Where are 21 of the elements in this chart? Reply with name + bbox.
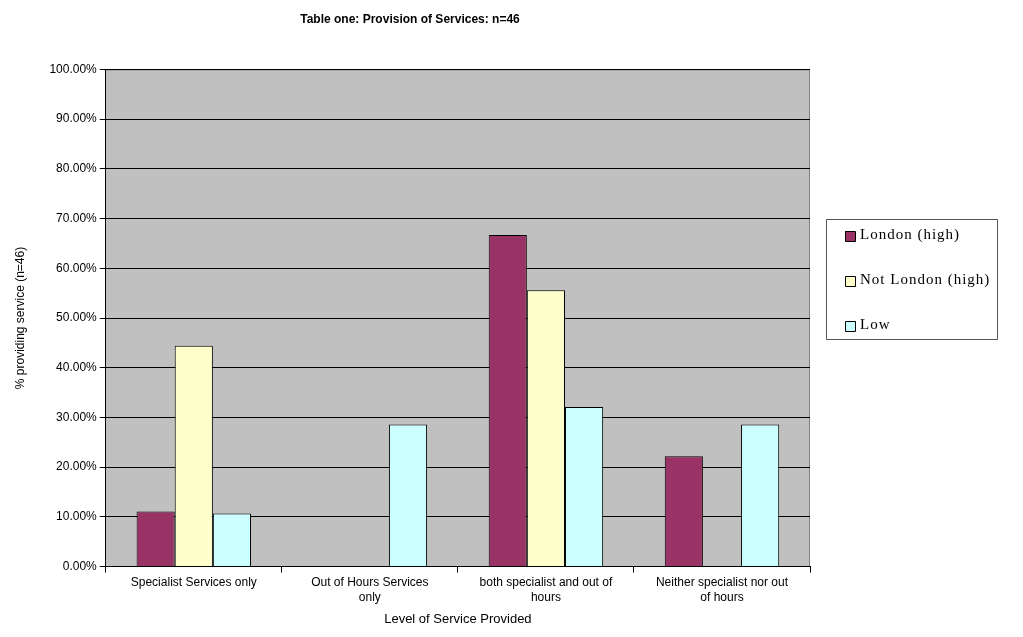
y-tick-label: 0.00% — [62, 558, 98, 573]
chart-title: Table one: Provision of Services: n=46 — [300, 11, 521, 26]
y-tick-label: 20.00% — [56, 459, 98, 474]
y-tick-label: 10.00% — [56, 509, 98, 524]
y-tick-label: 100.00% — [49, 61, 98, 76]
y-tick-label: 80.00% — [56, 161, 98, 176]
x-tick-label: Neither specialist nor out of hours — [655, 575, 789, 604]
y-tick-label: 60.00% — [56, 260, 98, 275]
y-tick-label: 40.00% — [56, 360, 98, 375]
legend-label: London (high) — [860, 226, 961, 244]
x-tick-label: Specialist Services only — [130, 575, 257, 590]
y-tick-label: 50.00% — [56, 310, 98, 325]
y-tick-label: 90.00% — [56, 111, 98, 126]
legend-label: Low — [860, 316, 891, 333]
x-tick-label: both specialist and out of hours — [479, 575, 613, 604]
x-tick-label: Out of Hours Services only — [311, 575, 429, 604]
y-axis-title: % providing service (n=46) — [12, 246, 27, 390]
y-tick-label: 30.00% — [56, 409, 98, 424]
legend-label: Not London (high) — [860, 271, 991, 289]
x-axis-title: Level of Service Provided — [384, 610, 532, 626]
y-tick-label: 70.00% — [56, 210, 98, 225]
